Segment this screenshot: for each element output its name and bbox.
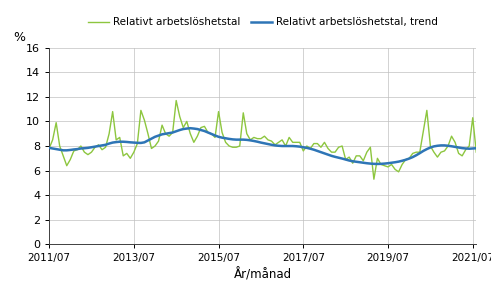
Relativt arbetslöshetstal [322, 141, 327, 144]
Relativt arbetslöshetstal, trend [283, 144, 289, 148]
Y-axis label: %: % [13, 31, 25, 44]
Relativt arbetslöshetstal [283, 144, 289, 148]
Relativt arbetslöshetstal, trend [473, 146, 479, 150]
Relativt arbetslöshetstal, trend [184, 127, 190, 130]
Relativt arbetslöshetstal [449, 134, 455, 138]
Relativt arbetslöshetstal, trend [466, 147, 472, 150]
Relativt arbetslöshetstal, trend [188, 126, 193, 130]
Relativt arbetslöshetstal [188, 132, 193, 136]
Legend: Relativt arbetslöshetstal, Relativt arbetslöshetstal, trend: Relativt arbetslöshetstal, Relativt arbe… [88, 18, 438, 27]
Relativt arbetslöshetstal, trend [46, 146, 52, 150]
Relativt arbetslöshetstal [145, 132, 151, 136]
Relativt arbetslöshetstal [371, 177, 377, 181]
Relativt arbetslöshetstal [173, 99, 179, 102]
Relativt arbetslöshetstal [473, 150, 479, 154]
X-axis label: År/månad: År/månad [234, 268, 292, 281]
Relativt arbetslöshetstal [46, 147, 52, 150]
Relativt arbetslöshetstal, trend [322, 152, 327, 155]
Relativt arbetslöshetstal, trend [449, 145, 455, 148]
Relativt arbetslöshetstal, trend [375, 162, 381, 166]
Relativt arbetslöshetstal [466, 144, 472, 148]
Line: Relativt arbetslöshetstal, trend: Relativt arbetslöshetstal, trend [49, 128, 476, 164]
Relativt arbetslöshetstal, trend [145, 139, 151, 142]
Line: Relativt arbetslöshetstal: Relativt arbetslöshetstal [49, 100, 476, 179]
